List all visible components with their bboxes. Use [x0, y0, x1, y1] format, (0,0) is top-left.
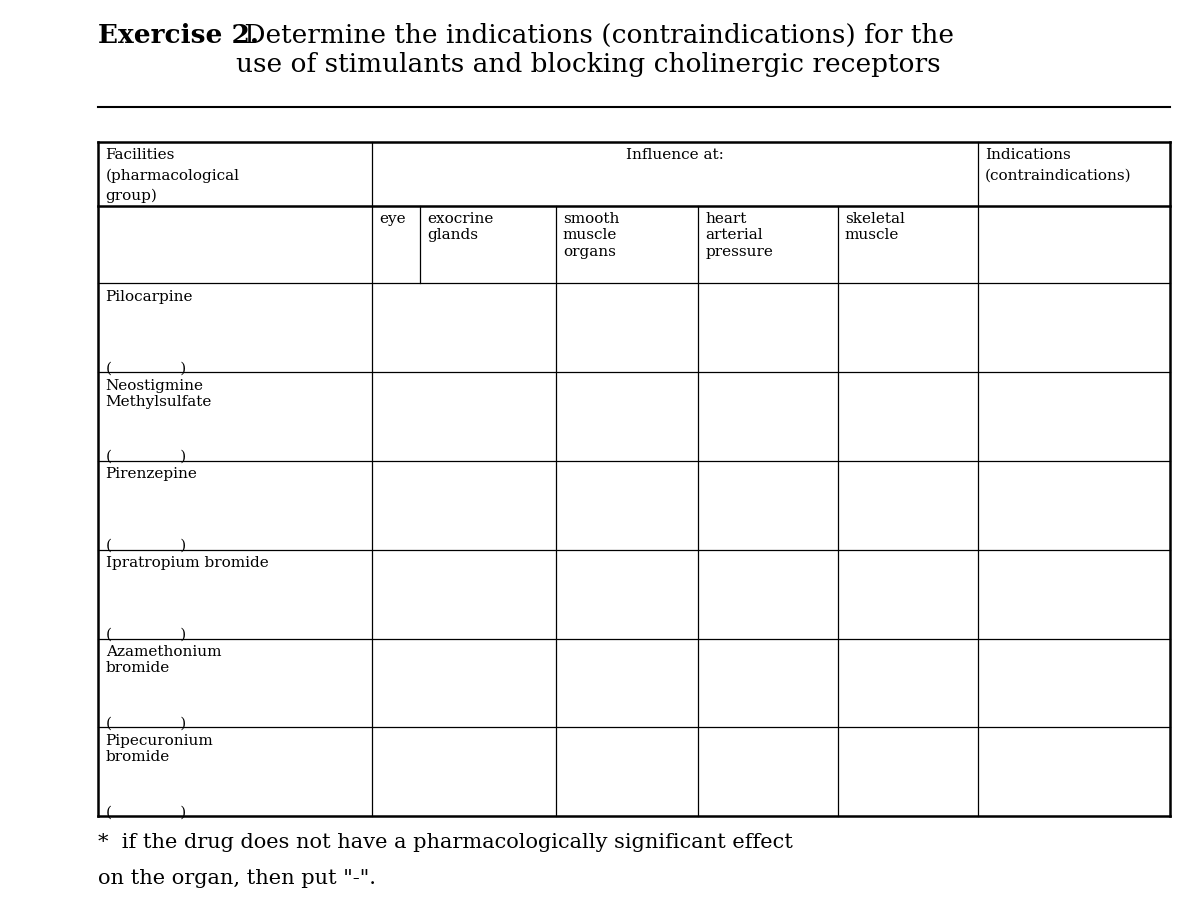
Text: Pirenzepine: Pirenzepine [106, 468, 198, 481]
Text: heart
arterial
pressure: heart arterial pressure [706, 212, 774, 259]
Text: group): group) [106, 188, 157, 203]
Text: Exercise 2.: Exercise 2. [98, 23, 259, 48]
Text: (contraindications): (contraindications) [985, 168, 1132, 182]
Text: exocrine
glands: exocrine glands [427, 212, 493, 242]
Text: Neostigmine
Methylsulfate: Neostigmine Methylsulfate [106, 379, 212, 409]
Text: Influence at:: Influence at: [626, 148, 724, 162]
Text: Determine the indications (contraindications) for the
use of stimulants and bloc: Determine the indications (contraindicat… [236, 23, 954, 77]
Text: Azamethonium
bromide: Azamethonium bromide [106, 645, 221, 675]
Text: eye: eye [379, 212, 406, 226]
Text: (              ): ( ) [106, 628, 186, 641]
Text: skeletal
muscle: skeletal muscle [845, 212, 905, 242]
Text: (              ): ( ) [106, 805, 186, 819]
Text: Pilocarpine: Pilocarpine [106, 290, 193, 304]
Text: *  if the drug does not have a pharmacologically significant effect: * if the drug does not have a pharmacolo… [98, 833, 793, 852]
Text: on the organ, then put "-".: on the organ, then put "-". [98, 869, 377, 888]
Text: (pharmacological: (pharmacological [106, 168, 240, 183]
Text: (              ): ( ) [106, 450, 186, 464]
Text: (              ): ( ) [106, 539, 186, 553]
Text: Pipecuronium
bromide: Pipecuronium bromide [106, 734, 214, 764]
Text: Ipratropium bromide: Ipratropium bromide [106, 556, 269, 570]
Text: smooth
muscle
organs: smooth muscle organs [563, 212, 619, 259]
Text: (              ): ( ) [106, 716, 186, 730]
Text: Indications: Indications [985, 148, 1070, 162]
Text: (              ): ( ) [106, 361, 186, 375]
Text: Facilities: Facilities [106, 148, 175, 162]
